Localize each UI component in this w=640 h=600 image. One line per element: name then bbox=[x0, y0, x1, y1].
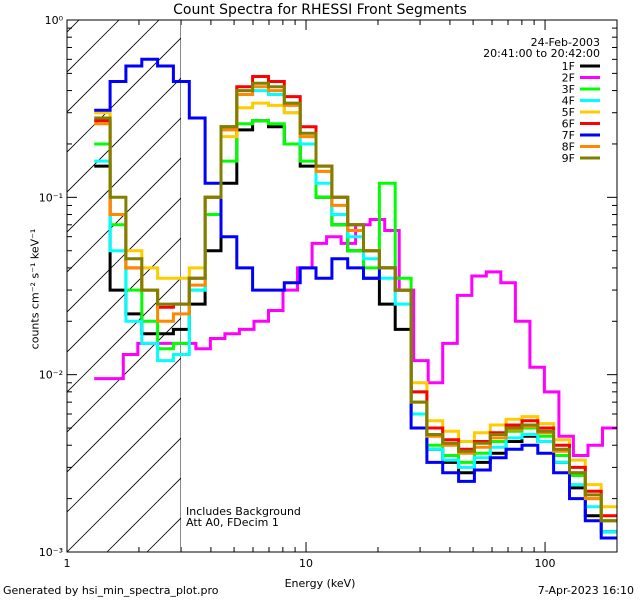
hatch-line bbox=[67, 20, 120, 73]
axis-tick-labels: 1 10 100 10⁰ 10⁻¹ 10⁻² 10⁻³ bbox=[39, 14, 556, 570]
hatch-line bbox=[67, 357, 182, 473]
series-line-2F bbox=[94, 218, 617, 457]
legend-label-3F: 3F bbox=[562, 83, 575, 96]
hatch-line bbox=[67, 437, 182, 552]
legend-label-9F: 9F bbox=[562, 152, 575, 165]
y-axis-label: counts cm⁻² s⁻¹ keV⁻¹ bbox=[28, 228, 42, 350]
hatched-region bbox=[67, 20, 182, 552]
date-label: 24-Feb-2003 bbox=[530, 36, 600, 49]
y-tick-label: 10⁻¹ bbox=[39, 191, 63, 204]
hatch-line bbox=[67, 397, 182, 513]
legend-label-4F: 4F bbox=[562, 95, 575, 108]
time-range-label: 20:41:00 to 20:42:00 bbox=[483, 47, 600, 60]
x-tick-label: 1 bbox=[64, 557, 71, 570]
chart-title: Count Spectra for RHESSI Front Segments bbox=[173, 2, 467, 18]
legend-label-1F: 1F bbox=[562, 60, 575, 73]
hatch-line bbox=[67, 197, 182, 313]
legend-label-7F: 7F bbox=[562, 129, 575, 142]
x-tick-label: 10 bbox=[299, 557, 313, 570]
background-annotation: Includes Background bbox=[186, 505, 301, 518]
x-tick-label: 100 bbox=[535, 557, 556, 570]
x-axis-label: Energy (keV) bbox=[284, 577, 356, 590]
legend-label-6F: 6F bbox=[562, 118, 575, 131]
legend-label-5F: 5F bbox=[562, 106, 575, 119]
series-line-9F bbox=[94, 81, 617, 523]
series-line-7F bbox=[94, 57, 617, 540]
y-tick-label: 10⁻³ bbox=[39, 546, 63, 559]
footer-timestamp: 7-Apr-2023 16:10 bbox=[537, 584, 634, 597]
series-line-4F bbox=[94, 89, 617, 534]
hatch-line bbox=[67, 317, 182, 433]
hatch-line bbox=[67, 237, 182, 353]
legend-label-2F: 2F bbox=[562, 72, 575, 85]
series-lines bbox=[94, 57, 617, 540]
hatch-line bbox=[67, 277, 182, 393]
axis-ticks bbox=[66, 20, 618, 553]
footer-generated-by: Generated by hsi_min_spectra_plot.pro bbox=[3, 584, 219, 597]
legend-label-8F: 8F bbox=[562, 141, 575, 154]
attenuator-annotation: Att A0, FDecim 1 bbox=[186, 516, 279, 529]
y-tick-label: 10⁻² bbox=[39, 369, 63, 382]
y-tick-label: 10⁰ bbox=[45, 14, 64, 27]
hatch-line bbox=[67, 20, 160, 113]
hatch-line bbox=[67, 77, 182, 193]
plot-frame bbox=[66, 19, 618, 553]
